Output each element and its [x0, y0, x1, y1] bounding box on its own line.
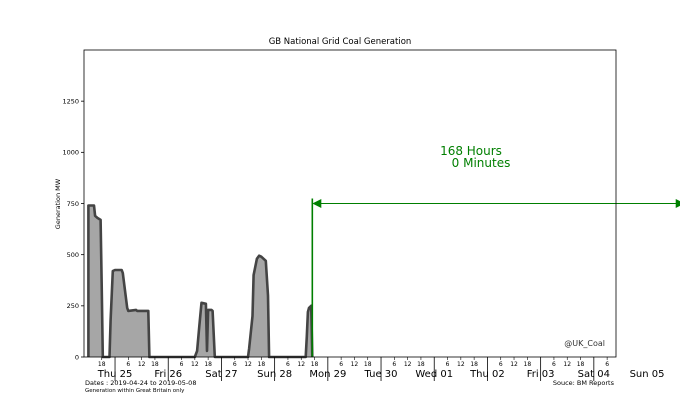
x-day-label: Sat 04: [578, 369, 610, 380]
y-tick-label: 750: [67, 200, 79, 208]
footer-scope: Generation within Great Britain only: [85, 388, 185, 394]
x-hour-label: 6: [339, 361, 343, 368]
x-hour-label: 6: [552, 361, 556, 368]
x-hour-label: 18: [364, 361, 372, 368]
x-day-label: Wed 01: [415, 369, 453, 380]
y-axis-label: Generation MW: [54, 178, 62, 229]
x-hour-label: 18: [577, 361, 585, 368]
annotation-line-2: 0 Minutes: [452, 156, 511, 170]
x-day-label: Sat 27: [205, 369, 237, 380]
x-hour-label: 12: [404, 361, 412, 368]
annotation-line-1: 168 Hours: [440, 144, 502, 158]
x-hour-label: 12: [351, 361, 359, 368]
x-hour-label: 12: [510, 361, 518, 368]
x-hour-label: 18: [98, 361, 106, 368]
x-hour-label: 6: [233, 361, 237, 368]
x-hour-label: 12: [563, 361, 571, 368]
x-hour-label: 6: [392, 361, 396, 368]
x-hour-label: 6: [286, 361, 290, 368]
annotation-arrow-right-head: [675, 199, 680, 208]
x-hour-label: 12: [191, 361, 199, 368]
x-hour-label: 18: [311, 361, 319, 368]
x-hour-label: 12: [244, 361, 252, 368]
x-day-label: Sun 28: [257, 369, 292, 380]
x-hour-label: 18: [524, 361, 532, 368]
x-hour-label: 18: [258, 361, 266, 368]
x-day-label: Fri 03: [527, 369, 555, 380]
y-tick-label: 500: [67, 251, 79, 259]
y-tick-label: 1000: [62, 149, 79, 157]
footer-source: Souce: BM Reports: [552, 379, 614, 387]
x-day-label: Fri 26: [154, 369, 182, 380]
x-hour-label: 18: [417, 361, 425, 368]
x-day-label: Mon 29: [309, 369, 346, 380]
x-hour-label: 6: [605, 361, 609, 368]
x-day-label: Thu 02: [469, 369, 505, 380]
watermark-handle: @UK_Coal: [564, 339, 605, 348]
x-day-label: Thu 25: [97, 369, 133, 380]
x-day-label: Sun 05: [630, 369, 665, 380]
x-hour-label: 18: [470, 361, 478, 368]
x-hour-label: 6: [180, 361, 184, 368]
x-hour-label: 12: [297, 361, 305, 368]
chart-title: GB National Grid Coal Generation: [268, 37, 412, 47]
x-hour-label: 18: [204, 361, 212, 368]
x-hour-label: 12: [138, 361, 146, 368]
x-hour-label: 6: [446, 361, 450, 368]
y-tick-label: 0: [75, 353, 79, 361]
x-day-label: Tue 30: [364, 369, 398, 380]
x-hour-label: 18: [151, 361, 159, 368]
y-tick-label: 250: [67, 302, 79, 310]
y-tick-label: 1250: [62, 97, 79, 105]
x-hour-label: 6: [499, 361, 503, 368]
series-area: [88, 205, 313, 357]
x-hour-label: 6: [126, 361, 130, 368]
footer-dates: Dates : 2019-04-24 to 2019-05-08: [85, 379, 197, 387]
x-hour-label: 12: [457, 361, 465, 368]
annotation-arrow-left-head: [312, 199, 322, 208]
